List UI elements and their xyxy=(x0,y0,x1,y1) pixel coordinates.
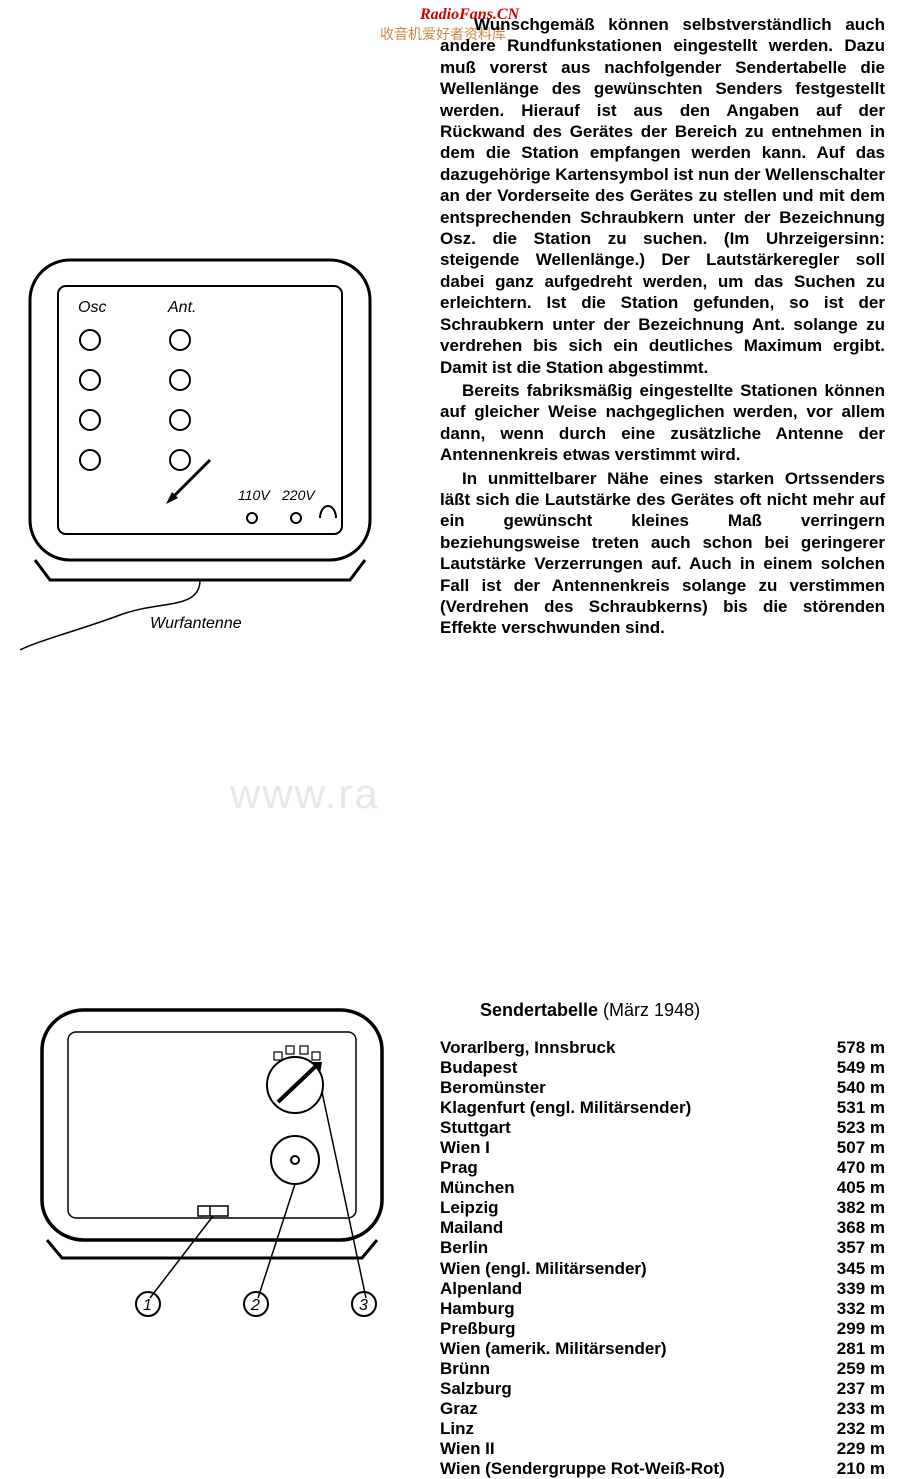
station-name: Wien (engl. Militärsender) xyxy=(440,1259,647,1279)
station-value: 531 m xyxy=(821,1098,885,1118)
station-row: Wien II 229 m xyxy=(440,1439,885,1459)
station-name: Wien II xyxy=(440,1439,495,1459)
station-row: Graz 233 m xyxy=(440,1399,885,1419)
station-row: Vorarlberg, Innsbruck 578 m xyxy=(440,1038,885,1058)
station-value: 299 m xyxy=(821,1319,885,1339)
station-value: 232 m xyxy=(821,1419,885,1439)
label-ant: Ant. xyxy=(167,299,196,316)
callout-1: 1 xyxy=(143,1297,152,1314)
station-value: 332 m xyxy=(821,1299,885,1319)
station-name: Hamburg xyxy=(440,1299,515,1319)
station-value: 357 m xyxy=(821,1238,885,1258)
station-row: Berlin 357 m xyxy=(440,1238,885,1258)
station-value: 507 m xyxy=(821,1138,885,1158)
station-value: 578 m xyxy=(821,1038,885,1058)
station-name: Klagenfurt (engl. Militärsender) xyxy=(440,1098,691,1118)
station-value: 523 m xyxy=(821,1118,885,1138)
station-name: Leipzig xyxy=(440,1198,499,1218)
callout-2: 2 xyxy=(250,1297,260,1314)
callout-3: 3 xyxy=(359,1297,368,1314)
station-row: Beromünster 540 m xyxy=(440,1078,885,1098)
station-value: 339 m xyxy=(821,1279,885,1299)
station-name: München xyxy=(440,1178,515,1198)
station-row: Preßburg 299 m xyxy=(440,1319,885,1339)
station-table: Vorarlberg, Innsbruck578 mBudapest549 mB… xyxy=(440,1038,885,1479)
station-value: 233 m xyxy=(821,1399,885,1419)
station-row: Klagenfurt (engl. Militärsender) 531 m xyxy=(440,1098,885,1118)
label-osc: Osc xyxy=(78,299,106,316)
station-table-title-rest: (März 1948) xyxy=(598,1000,700,1020)
station-name: Budapest xyxy=(440,1058,517,1078)
station-row: Hamburg 332 m xyxy=(440,1299,885,1319)
station-row: Wien (Sendergruppe Rot-Weiß-Rot) 210 m xyxy=(440,1459,885,1479)
station-row: Wien (engl. Militärsender) 345 m xyxy=(440,1259,885,1279)
diagram-back: Osc Ant. 110V 220V Wurfantenne xyxy=(20,250,400,660)
station-name: Vorarlberg, Innsbruck xyxy=(440,1038,615,1058)
station-name: Wien (amerik. Militärsender) xyxy=(440,1339,667,1359)
diagram-front: 1 2 3 xyxy=(20,1000,420,1320)
label-220v: 220V xyxy=(281,487,316,503)
body-p1: Wunschgemäß können selbstverständlich au… xyxy=(440,14,885,378)
station-value: 382 m xyxy=(821,1198,885,1218)
station-row: München 405 m xyxy=(440,1178,885,1198)
station-name: Beromünster xyxy=(440,1078,546,1098)
station-name: Alpenland xyxy=(440,1279,522,1299)
body-text: Wunschgemäß können selbstverständlich au… xyxy=(440,14,885,641)
watermark-center: www.ra xyxy=(230,770,380,818)
station-row: Mailand 368 m xyxy=(440,1218,885,1238)
station-name: Preßburg xyxy=(440,1319,516,1339)
station-row: Alpenland 339 m xyxy=(440,1279,885,1299)
body-p3: In unmittelbarer Nähe eines starken Orts… xyxy=(440,468,885,639)
station-value: 210 m xyxy=(821,1459,885,1479)
station-value: 345 m xyxy=(821,1259,885,1279)
station-row: Wien (amerik. Militärsender) 281 m xyxy=(440,1339,885,1359)
station-value: 405 m xyxy=(821,1178,885,1198)
station-name: Mailand xyxy=(440,1218,503,1238)
station-row: Wien I 507 m xyxy=(440,1138,885,1158)
station-name: Prag xyxy=(440,1158,478,1178)
station-name: Salzburg xyxy=(440,1379,512,1399)
station-name: Wien (Sendergruppe Rot-Weiß-Rot) xyxy=(440,1459,725,1479)
station-row: Prag 470 m xyxy=(440,1158,885,1178)
station-value: 281 m xyxy=(821,1339,885,1359)
station-row: Brünn 259 m xyxy=(440,1359,885,1379)
station-name: Berlin xyxy=(440,1238,488,1258)
body-p2: Bereits fabriksmäßig eingestellte Statio… xyxy=(440,380,885,466)
station-value: 237 m xyxy=(821,1379,885,1399)
station-row: Stuttgart 523 m xyxy=(440,1118,885,1138)
station-table-title: Sendertabelle (März 1948) xyxy=(480,1000,700,1021)
station-table-title-bold: Sendertabelle xyxy=(480,1000,598,1020)
station-row: Linz 232 m xyxy=(440,1419,885,1439)
station-name: Linz xyxy=(440,1419,474,1439)
station-name: Brünn xyxy=(440,1359,490,1379)
station-value: 540 m xyxy=(821,1078,885,1098)
label-wurfantenne: Wurfantenne xyxy=(150,615,242,632)
station-name: Graz xyxy=(440,1399,478,1419)
station-value: 368 m xyxy=(821,1218,885,1238)
station-value: 470 m xyxy=(821,1158,885,1178)
station-value: 259 m xyxy=(821,1359,885,1379)
station-name: Stuttgart xyxy=(440,1118,511,1138)
station-row: Salzburg 237 m xyxy=(440,1379,885,1399)
station-row: Leipzig 382 m xyxy=(440,1198,885,1218)
station-value: 229 m xyxy=(821,1439,885,1459)
station-value: 549 m xyxy=(821,1058,885,1078)
label-110v: 110V xyxy=(238,487,271,503)
station-row: Budapest 549 m xyxy=(440,1058,885,1078)
station-name: Wien I xyxy=(440,1138,490,1158)
